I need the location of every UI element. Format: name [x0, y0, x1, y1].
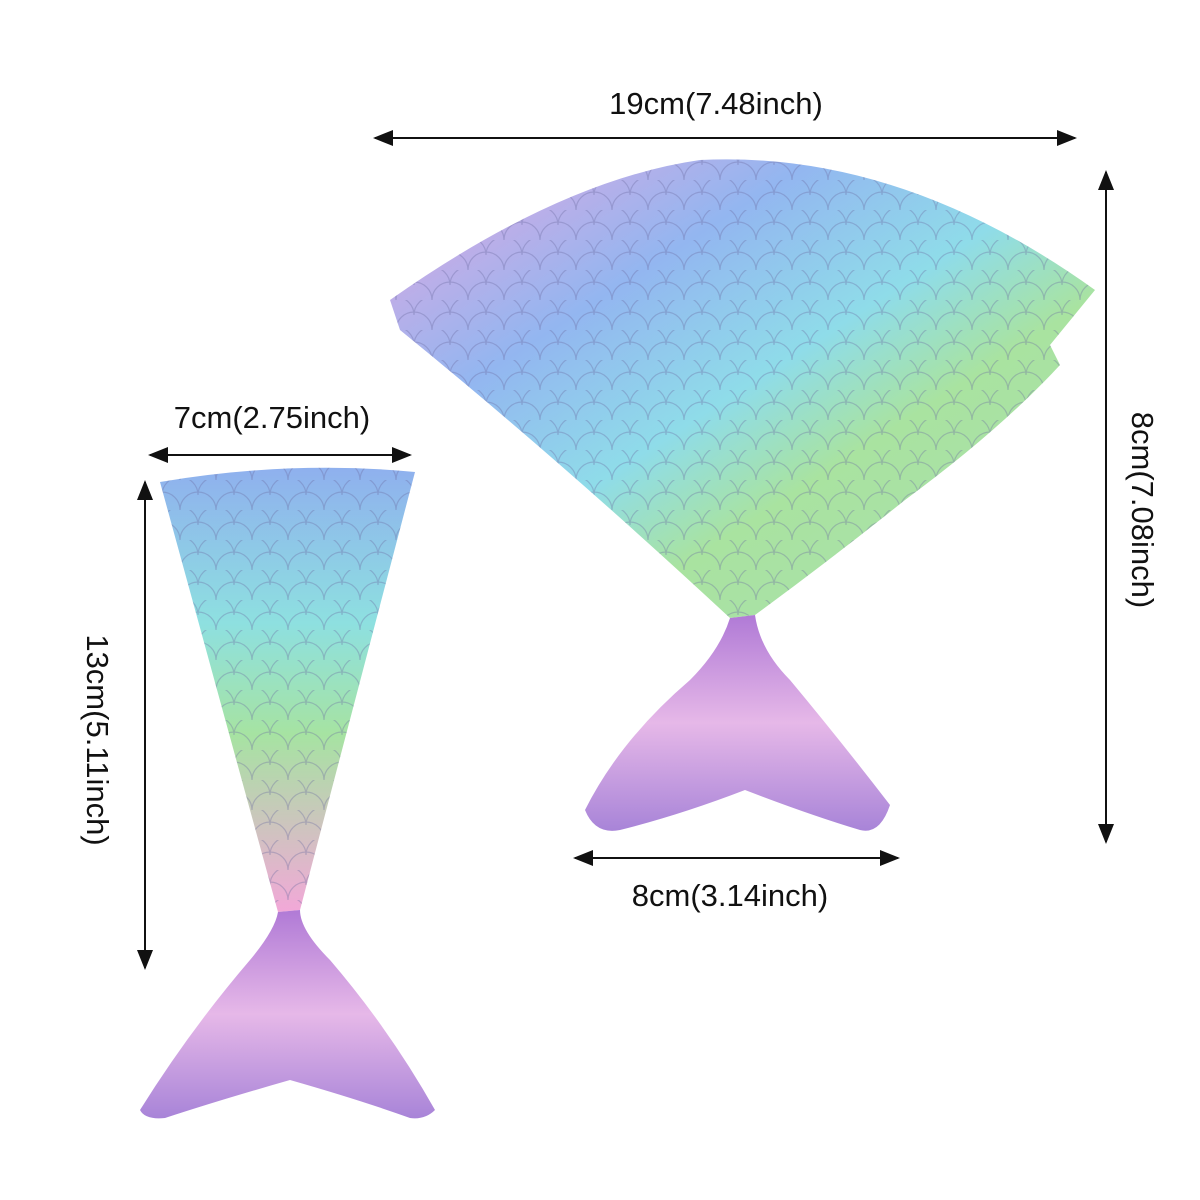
cone-box — [140, 467, 435, 1119]
fan-box — [390, 159, 1095, 831]
dimension-label: 7cm(2.75inch) — [174, 400, 370, 435]
dimension-label: 13cm(5.11inch) — [80, 634, 115, 845]
dimension-label: 8cm(3.14inch) — [632, 878, 828, 913]
dimension-label: 19cm(7.48inch) — [609, 86, 823, 121]
dimension-label: 8cm(7.08inch) — [1125, 412, 1160, 608]
